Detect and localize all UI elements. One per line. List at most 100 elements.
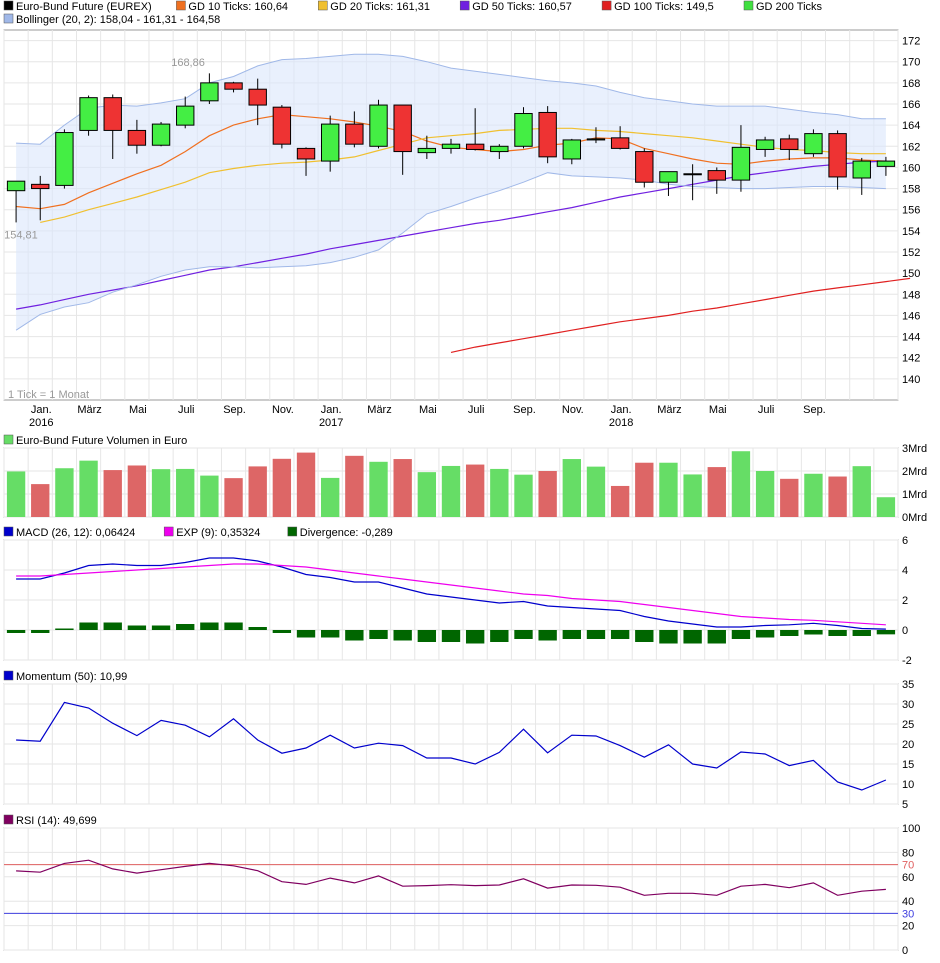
volume-bar [176,468,195,517]
x-year-label: 2018 [609,417,633,429]
rsi-y-tick-label: 100 [902,823,920,835]
x-tick-label: März [367,404,391,416]
candle-body [441,143,461,149]
divergence-bar [321,630,340,638]
price-legend-label: GD 20 Ticks: 161,31 [330,1,430,13]
macd-y-tick-label: 2 [902,595,908,607]
candle-body [272,106,292,145]
x-tick-label: Mai [129,404,147,416]
divergence-bar [31,630,50,633]
volume-bar [321,477,340,517]
divergence-bar [514,630,533,639]
divergence-bar [127,625,147,630]
volume-legend-swatch [3,434,14,445]
volume-bar [296,452,316,517]
volume-bar [490,468,509,517]
x-tick-label: Juli [758,404,775,416]
volume-bar [417,472,437,517]
candle-body [31,183,50,190]
price-y-tick-label: 154 [902,226,920,238]
divergence-bar [176,624,195,630]
volume-bar [828,476,847,517]
volume-bar [151,469,171,517]
divergence-bar [441,630,461,642]
volume-bar [562,459,581,517]
candle-body [659,171,678,183]
momentum-legend-swatch [3,670,14,681]
price-y-tick-label: 156 [902,205,920,217]
volume-bar [393,459,412,517]
divergence-bar [731,630,751,639]
price-y-tick-label: 148 [902,289,920,301]
macd-y-tick-label: 0 [902,625,908,637]
divergence-bar [683,630,702,644]
candle-body [224,82,243,90]
price-y-tick-label: 168 [902,78,920,90]
candle-body [683,173,702,176]
rsi-y-tick-label: 0 [902,945,908,957]
volume-y-tick-label: 2Mrd [902,466,927,478]
candle-body [345,123,364,145]
volume-bar [538,471,557,517]
momentum-y-tick-label: 15 [902,759,914,771]
macd-legend-label: EXP (9): 0,35324 [176,527,260,539]
x-tick-label: Sep. [513,404,536,416]
volume-bar [804,473,823,517]
divergence-bar [804,630,823,635]
volume-bar [610,485,630,517]
candle-body [852,160,871,179]
volume-bar [659,462,678,517]
macd-legend-label: MACD (26, 12): 0,06424 [16,527,135,539]
exp-line [16,563,886,626]
volume-bar [780,478,799,517]
volume-bar [514,474,533,517]
price-legend-label: GD 100 Ticks: 149,5 [614,1,714,13]
divergence-bar [538,630,557,641]
rsi-legend-label: RSI (14): 49,699 [16,815,97,827]
momentum-y-tick-label: 35 [902,679,914,691]
price-legend-label: Euro-Bund Future (EUREX) [16,1,152,13]
rsi-y-tick-label: 60 [902,872,914,884]
price-legend-swatch [318,0,328,11]
volume-bar [707,467,726,517]
macd-legend-label: Divergence: -0,289 [300,527,393,539]
candle-body [465,143,485,150]
volume-y-tick-label: 0Mrd [902,512,927,524]
divergence-bar [417,630,437,642]
bollinger-upper-line [16,53,886,145]
momentum-y-tick-label: 25 [902,719,914,731]
x-tick-label: März [657,404,681,416]
candle-body [151,123,171,146]
x-tick-label: Sep. [803,404,826,416]
candle-body [876,160,896,167]
divergence-bar [828,630,847,636]
rsi-y-tick-label: 70 [902,860,914,872]
candle-body [755,139,775,150]
volume-y-tick-label: 3Mrd [902,443,927,455]
x-tick-label: Juli [178,404,195,416]
divergence-bar [369,630,388,639]
divergence-bar [79,622,98,630]
candle-body [248,88,267,106]
divergence-bar [610,630,630,639]
price-y-tick-label: 144 [902,332,920,344]
macd-line [16,557,886,630]
price-legend-label: GD 200 Ticks [756,1,823,13]
volume-bar [755,471,775,517]
gd-100-ticks-line [450,277,911,353]
gd-20-ticks-line [40,127,886,223]
candle-body [6,180,26,192]
price-y-tick-label: 146 [902,310,920,322]
x-tick-label: Mai [709,404,727,416]
price-legend-label: GD 50 Ticks: 160,57 [472,1,572,13]
candle-body [296,147,316,160]
x-year-label: 2016 [29,417,53,429]
volume-bar [731,451,751,517]
price-y-tick-label: 166 [902,99,920,111]
divergence-bar [562,630,581,639]
rsi-y-tick-label: 40 [902,896,914,908]
volume-bar [683,474,702,517]
price-legend-swatch [3,0,14,11]
candle-body [731,146,751,181]
